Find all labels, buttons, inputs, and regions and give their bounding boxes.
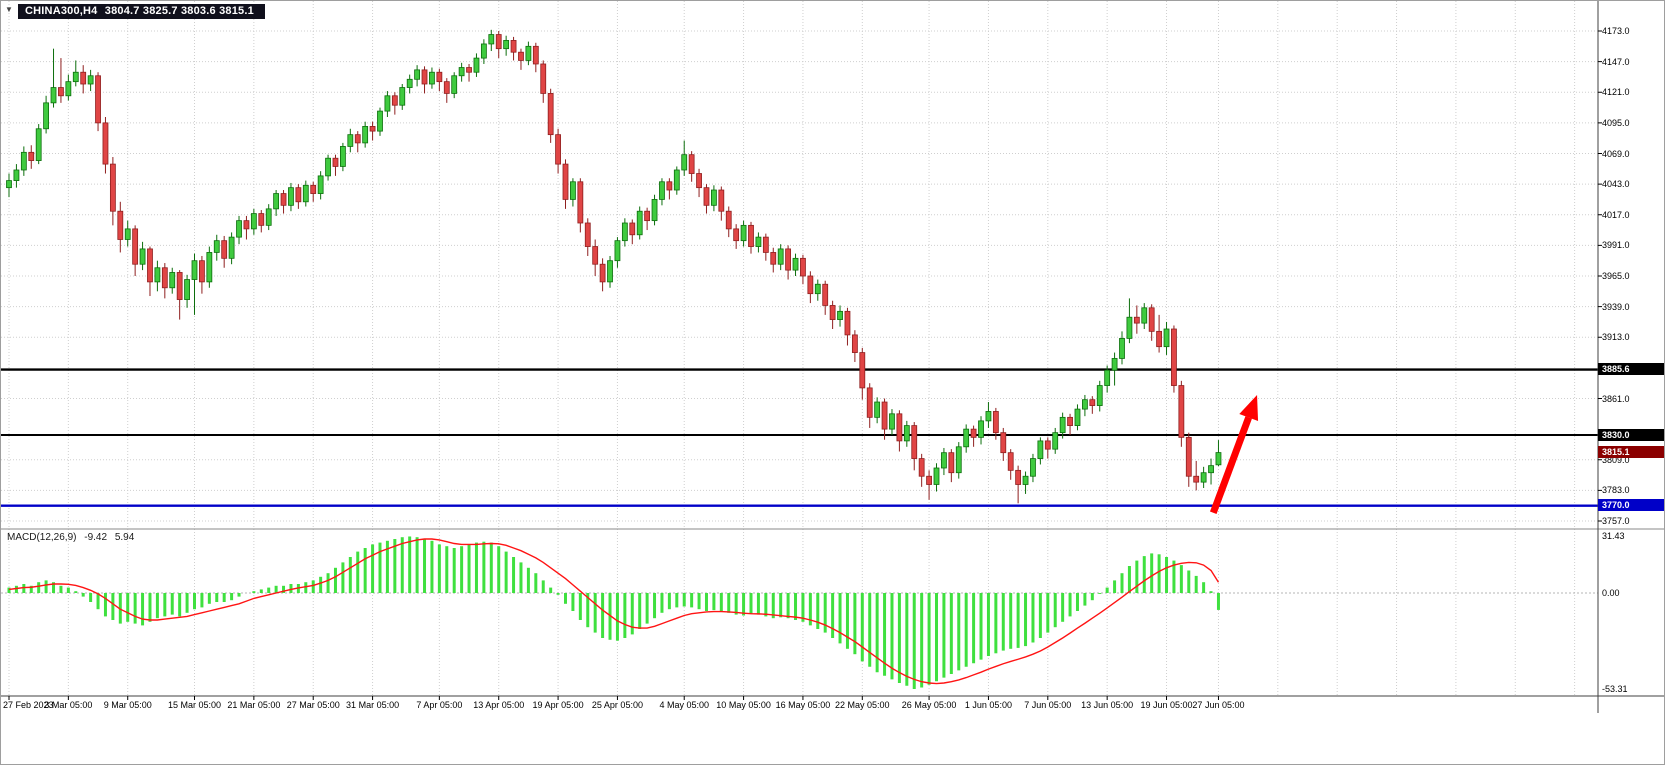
price-tick-label: 3965.0 [1602,271,1630,281]
time-tick-label: 16 May 05:00 [775,700,831,710]
price-tick-label: 3861.0 [1602,393,1630,404]
chevron-down-icon[interactable]: ▼ [5,5,13,14]
time-tick-label: 15 Mar 05:00 [167,700,222,710]
time-tick-label: 3 Mar 05:00 [44,700,93,710]
time-tick-label: 27 Feb 2023 [3,700,54,710]
time-tick-label: 9 Mar 05:00 [103,700,152,710]
macd-scale-label: 0.00 [1602,588,1620,598]
price-tick-label: 3809.0 [1602,454,1630,465]
price-tick-label: 4121.0 [1602,87,1630,98]
ohlc-values-label: 3804.7 3825.7 3803.6 3815.1 [104,5,254,17]
time-tick-label: 13 Apr 05:00 [473,700,525,710]
time-tick-label: 19 Jun 05:00 [1140,700,1193,710]
trend-arrow-head[interactable] [1239,394,1259,421]
price-tick-label: 3757.0 [1602,516,1630,526]
macd-signal-line [8,538,1220,685]
time-tick-label: 27 Jun 05:00 [1192,700,1245,710]
time-tick-label: 31 Mar 05:00 [346,700,400,710]
price-tick-label: 4043.0 [1602,179,1630,190]
price-tag: 3770.0 [1598,499,1664,512]
trend-arrow-shaft[interactable] [1209,416,1252,514]
price-tag: 3815.1 [1598,446,1664,459]
macd-signal-value: 5.94 [114,532,135,543]
time-tick-label: 19 Apr 05:00 [532,700,584,710]
chart-title: CHINA300,H4 3804.7 3825.7 3803.6 3815.1 [18,4,265,19]
price-tick-label: 4095.0 [1602,117,1630,128]
time-tick-label: 10 May 05:00 [716,700,771,710]
macd-histogram [7,536,1220,689]
price-tick-label: 4147.0 [1602,56,1630,67]
price-tick-label: 4173.0 [1602,26,1630,36]
candles[interactable] [6,29,1222,504]
time-tick-label: 26 May 05:00 [901,700,957,710]
macd-scale-label: 31.43 [1602,531,1625,542]
price-tag: 3885.6 [1598,363,1664,376]
time-tick-label: 22 May 05:00 [835,700,890,710]
price-axis[interactable]: 4173.0 4147.0 4121.0 4095.0 4069.0 4043.0 4017… [1598,1,1664,714]
time-axis[interactable]: 27 Feb 2023 3 Mar 05:00 9 Mar 05:00 15 Mar … [1,696,1664,764]
symbol-timeframe-label: CHINA300,H4 [25,5,98,17]
time-tick-label: 7 Apr 05:00 [416,700,463,710]
macd-name-label: MACD(12,26,9) [7,532,77,543]
macd-main-value: -9.42 [84,532,108,543]
price-tick-label: 4069.0 [1602,148,1630,159]
macd-indicator-label: MACD(12,26,9) -9.42 5.94 [7,532,139,543]
time-tick-label: 25 Apr 05:00 [591,700,643,710]
price-tag: 3830.0 [1598,428,1664,441]
time-tick-label: 13 Jun 05:00 [1081,700,1134,710]
price-tick-label: 3991.0 [1602,240,1630,251]
price-tick-label: 3783.0 [1602,485,1630,496]
macd-scale-label: -53.31 [1602,683,1628,694]
time-tick-label: 1 Jun 05:00 [964,700,1012,710]
time-tick-label: 4 May 05:00 [659,700,709,710]
time-tick-label: 7 Jun 05:00 [1024,700,1072,710]
price-tick-label: 3939.0 [1602,301,1630,312]
time-tick-label: 27 Mar 05:00 [286,700,340,710]
price-tick-label: 3913.0 [1602,332,1630,343]
time-tick-label: 21 Mar 05:00 [227,700,281,710]
price-tick-label: 4017.0 [1602,209,1630,220]
